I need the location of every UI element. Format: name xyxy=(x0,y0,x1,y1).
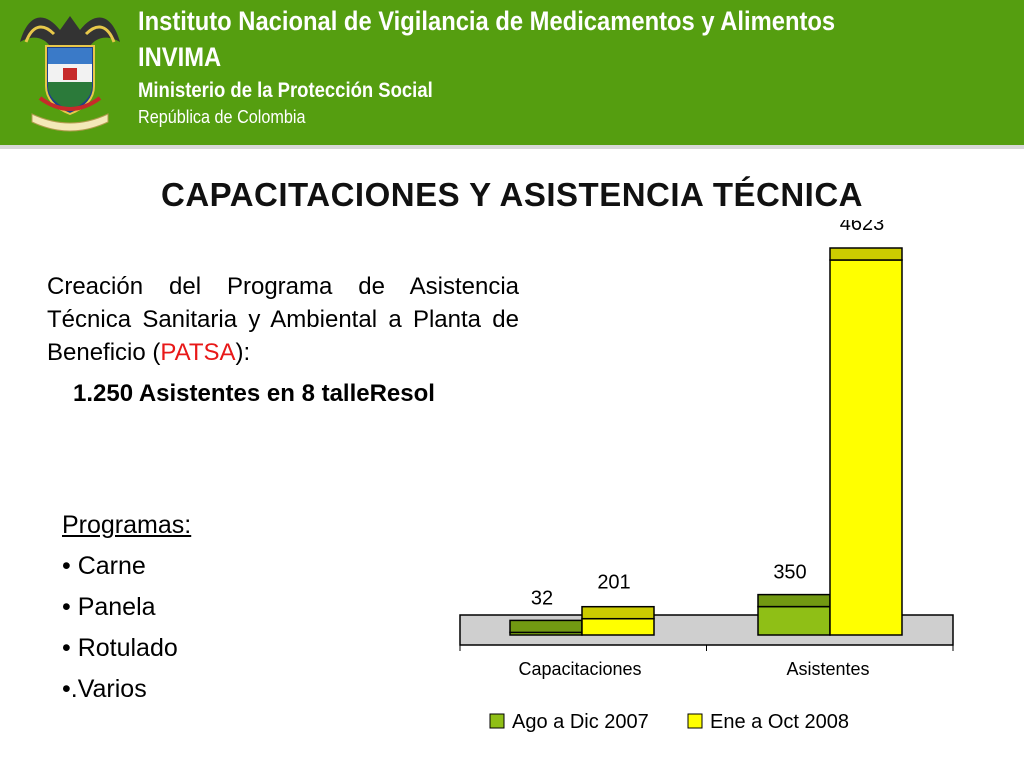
header-banner: Instituto Nacional de Vigilancia de Medi… xyxy=(0,0,1024,145)
program-item: • Panela xyxy=(62,593,156,621)
slide-title: CAPACITACIONES Y ASISTENCIA TÉCNICA xyxy=(160,176,863,213)
country-name: República de Colombia xyxy=(138,107,306,127)
bar-capacitaciones-2007 xyxy=(509,619,583,636)
program-item: •.Varios xyxy=(62,675,147,703)
program-item: • Rotulado xyxy=(62,634,178,662)
data-label: 201 xyxy=(597,572,630,594)
institute-acronym: INVIMA xyxy=(138,42,222,72)
x-axis xyxy=(459,645,954,651)
legend-label: Ene a Oct 2008 xyxy=(710,711,849,733)
programs-title: Programas: xyxy=(62,511,192,539)
intro-paragraph: Creación del Programa de Asistencia Técn… xyxy=(47,270,519,369)
header-divider xyxy=(0,145,1024,149)
data-label: 350 xyxy=(773,562,806,584)
x-tick-label: Asistentes xyxy=(786,659,869,679)
legend-swatch xyxy=(687,713,703,729)
legend-label: Ago a Dic 2007 xyxy=(512,711,649,733)
intro-text: Creación del Programa de Asistencia Técn… xyxy=(47,273,519,366)
legend-swatch xyxy=(489,713,505,729)
bar-capacitaciones-2008 xyxy=(581,605,655,636)
program-item: • Carne xyxy=(62,552,146,580)
bar-asistentes-2008 xyxy=(829,247,903,636)
data-label: 32 xyxy=(531,587,553,609)
data-label: 4623 xyxy=(840,220,885,235)
colombia-coat-of-arms-icon xyxy=(20,16,120,132)
x-tick-label: Capacitaciones xyxy=(518,659,641,679)
intro-text-end: ): xyxy=(235,339,251,366)
institute-name: Instituto Nacional de Vigilancia de Medi… xyxy=(138,6,836,36)
bar-asistentes-2007 xyxy=(757,593,831,636)
ministry-name: Ministerio de la Protección Social xyxy=(138,79,433,102)
patsa-acronym: PATSA xyxy=(160,339,236,366)
bar-chart: 32 201 Capacitaciones 350 4623 Asistentes Ago … xyxy=(459,220,954,733)
programs-list: Programas: • Carne • Panela • Rotulado •… xyxy=(62,505,191,710)
attendees-summary: 1.250 Asistentes en 8 talleResol xyxy=(73,380,435,407)
